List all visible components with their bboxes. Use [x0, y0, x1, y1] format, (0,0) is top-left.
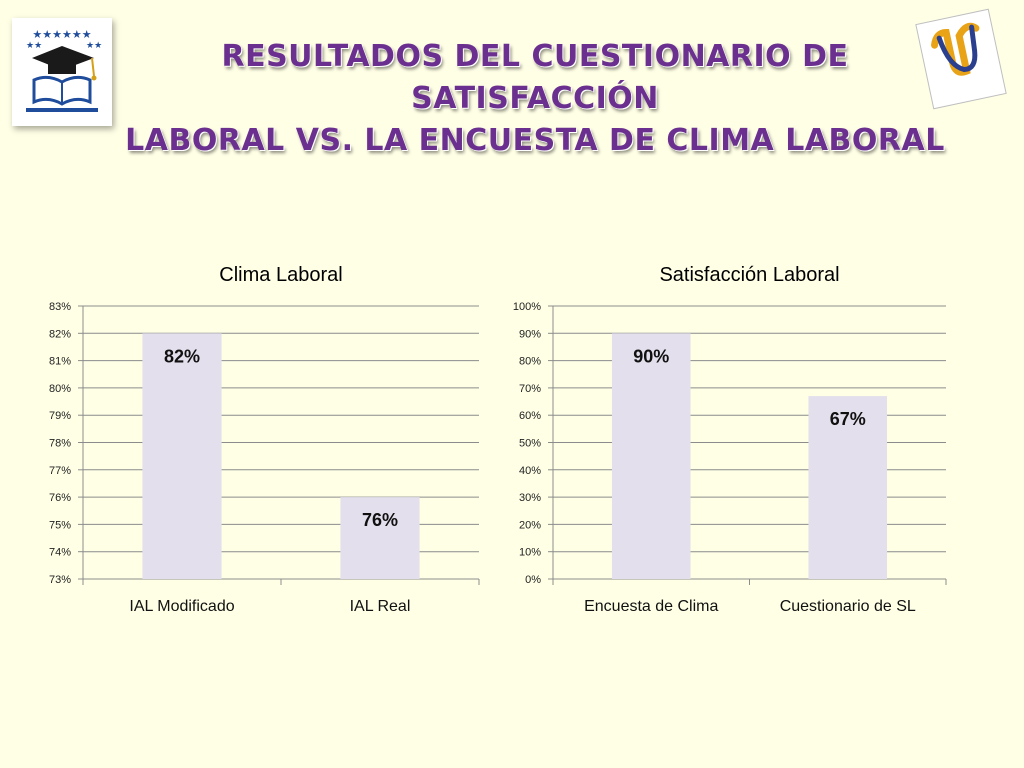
clima-laboral-chart: Clima Laboral 73% 74% 75% 76% 77% 78% 79% 80% 81%…	[49, 264, 480, 615]
clima-laboral-bar-2	[340, 497, 420, 579]
slide-title: RESULTADOS DEL CUESTIONARIO DE SATISFACC…	[120, 36, 950, 162]
svg-text:★★: ★★	[86, 41, 102, 51]
clima-laboral-y-tick-label: 73%	[49, 574, 71, 586]
satisfaccion-laboral-bar-2	[808, 396, 888, 579]
clima-laboral-y-tick-label: 74%	[49, 547, 71, 559]
clima-laboral-y-tick-label: 80%	[49, 383, 71, 395]
logo-right	[913, 7, 1008, 111]
clima-laboral-y-tick-label: 78%	[49, 438, 71, 450]
clima-laboral-y-tick-label: 75%	[49, 519, 71, 531]
satisfaccion-laboral-data-label-2: 67%	[830, 409, 866, 429]
satisfaccion-laboral-y-tick-label: 30%	[519, 492, 541, 504]
clima-laboral-bar-1	[142, 333, 222, 579]
clima-laboral-category-label-2: IAL Real	[350, 598, 411, 615]
satisfaccion-laboral-y-tick-label: 10%	[519, 547, 541, 559]
satisfaccion-laboral-y-tick-label: 100%	[513, 301, 541, 313]
satisfaccion-laboral-y-tick-label: 90%	[519, 328, 541, 340]
clima-laboral-y-tick-label: 77%	[49, 465, 71, 477]
clima-laboral-chart-title: Clima Laboral	[219, 264, 342, 286]
satisfaccion-laboral-bar-1	[611, 333, 691, 579]
satisfaccion-laboral-chart: Satisfacción Laboral 0% 10% 20% 30% 40% 50% 60%…	[513, 264, 947, 615]
clima-laboral-y-tick-label: 76%	[49, 492, 71, 504]
clima-laboral-y-tick-label: 82%	[49, 328, 71, 340]
svg-text:★★: ★★	[26, 41, 42, 51]
slide-title-line-2: LABORAL VS. LA ENCUESTA DE CLIMA LABORAL	[125, 123, 945, 158]
satisfaccion-laboral-y-tick-label: 50%	[519, 438, 541, 450]
satisfaccion-laboral-y-tick-label: 60%	[519, 410, 541, 422]
clima-laboral-y-tick-label: 83%	[49, 301, 71, 313]
satisfaccion-laboral-data-label-1: 90%	[633, 346, 669, 366]
satisfaccion-laboral-y-tick-label: 20%	[519, 519, 541, 531]
satisfaccion-laboral-category-label-2: Cuestionario de SL	[780, 598, 916, 615]
slide-title-line-1: RESULTADOS DEL CUESTIONARIO DE SATISFACC…	[221, 39, 849, 116]
clima-laboral-data-label-2: 76%	[362, 510, 398, 530]
satisfaccion-laboral-category-label-1: Encuesta de Clima	[584, 598, 718, 615]
clima-laboral-category-label-1: IAL Modificado	[129, 598, 234, 615]
satisfaccion-laboral-y-tick-label: 70%	[519, 383, 541, 395]
stylized-letter-u-logo-icon	[915, 8, 1007, 110]
logo-left: ★★★★★★ ★★ ★★	[12, 18, 112, 126]
satisfaccion-laboral-y-tick-label: 40%	[519, 465, 541, 477]
graduation-cap-book-stars-icon: ★★★★★★ ★★ ★★	[26, 28, 102, 112]
clima-laboral-y-tick-label: 79%	[49, 410, 71, 422]
satisfaccion-laboral-y-tick-label: 0%	[525, 574, 541, 586]
clima-laboral-data-label-1: 82%	[164, 346, 200, 366]
clima-laboral-y-tick-label: 81%	[49, 356, 71, 368]
satisfaccion-laboral-chart-title: Satisfacción Laboral	[659, 264, 839, 286]
svg-text:★★★★★★: ★★★★★★	[32, 28, 91, 41]
satisfaccion-laboral-y-tick-label: 80%	[519, 356, 541, 368]
